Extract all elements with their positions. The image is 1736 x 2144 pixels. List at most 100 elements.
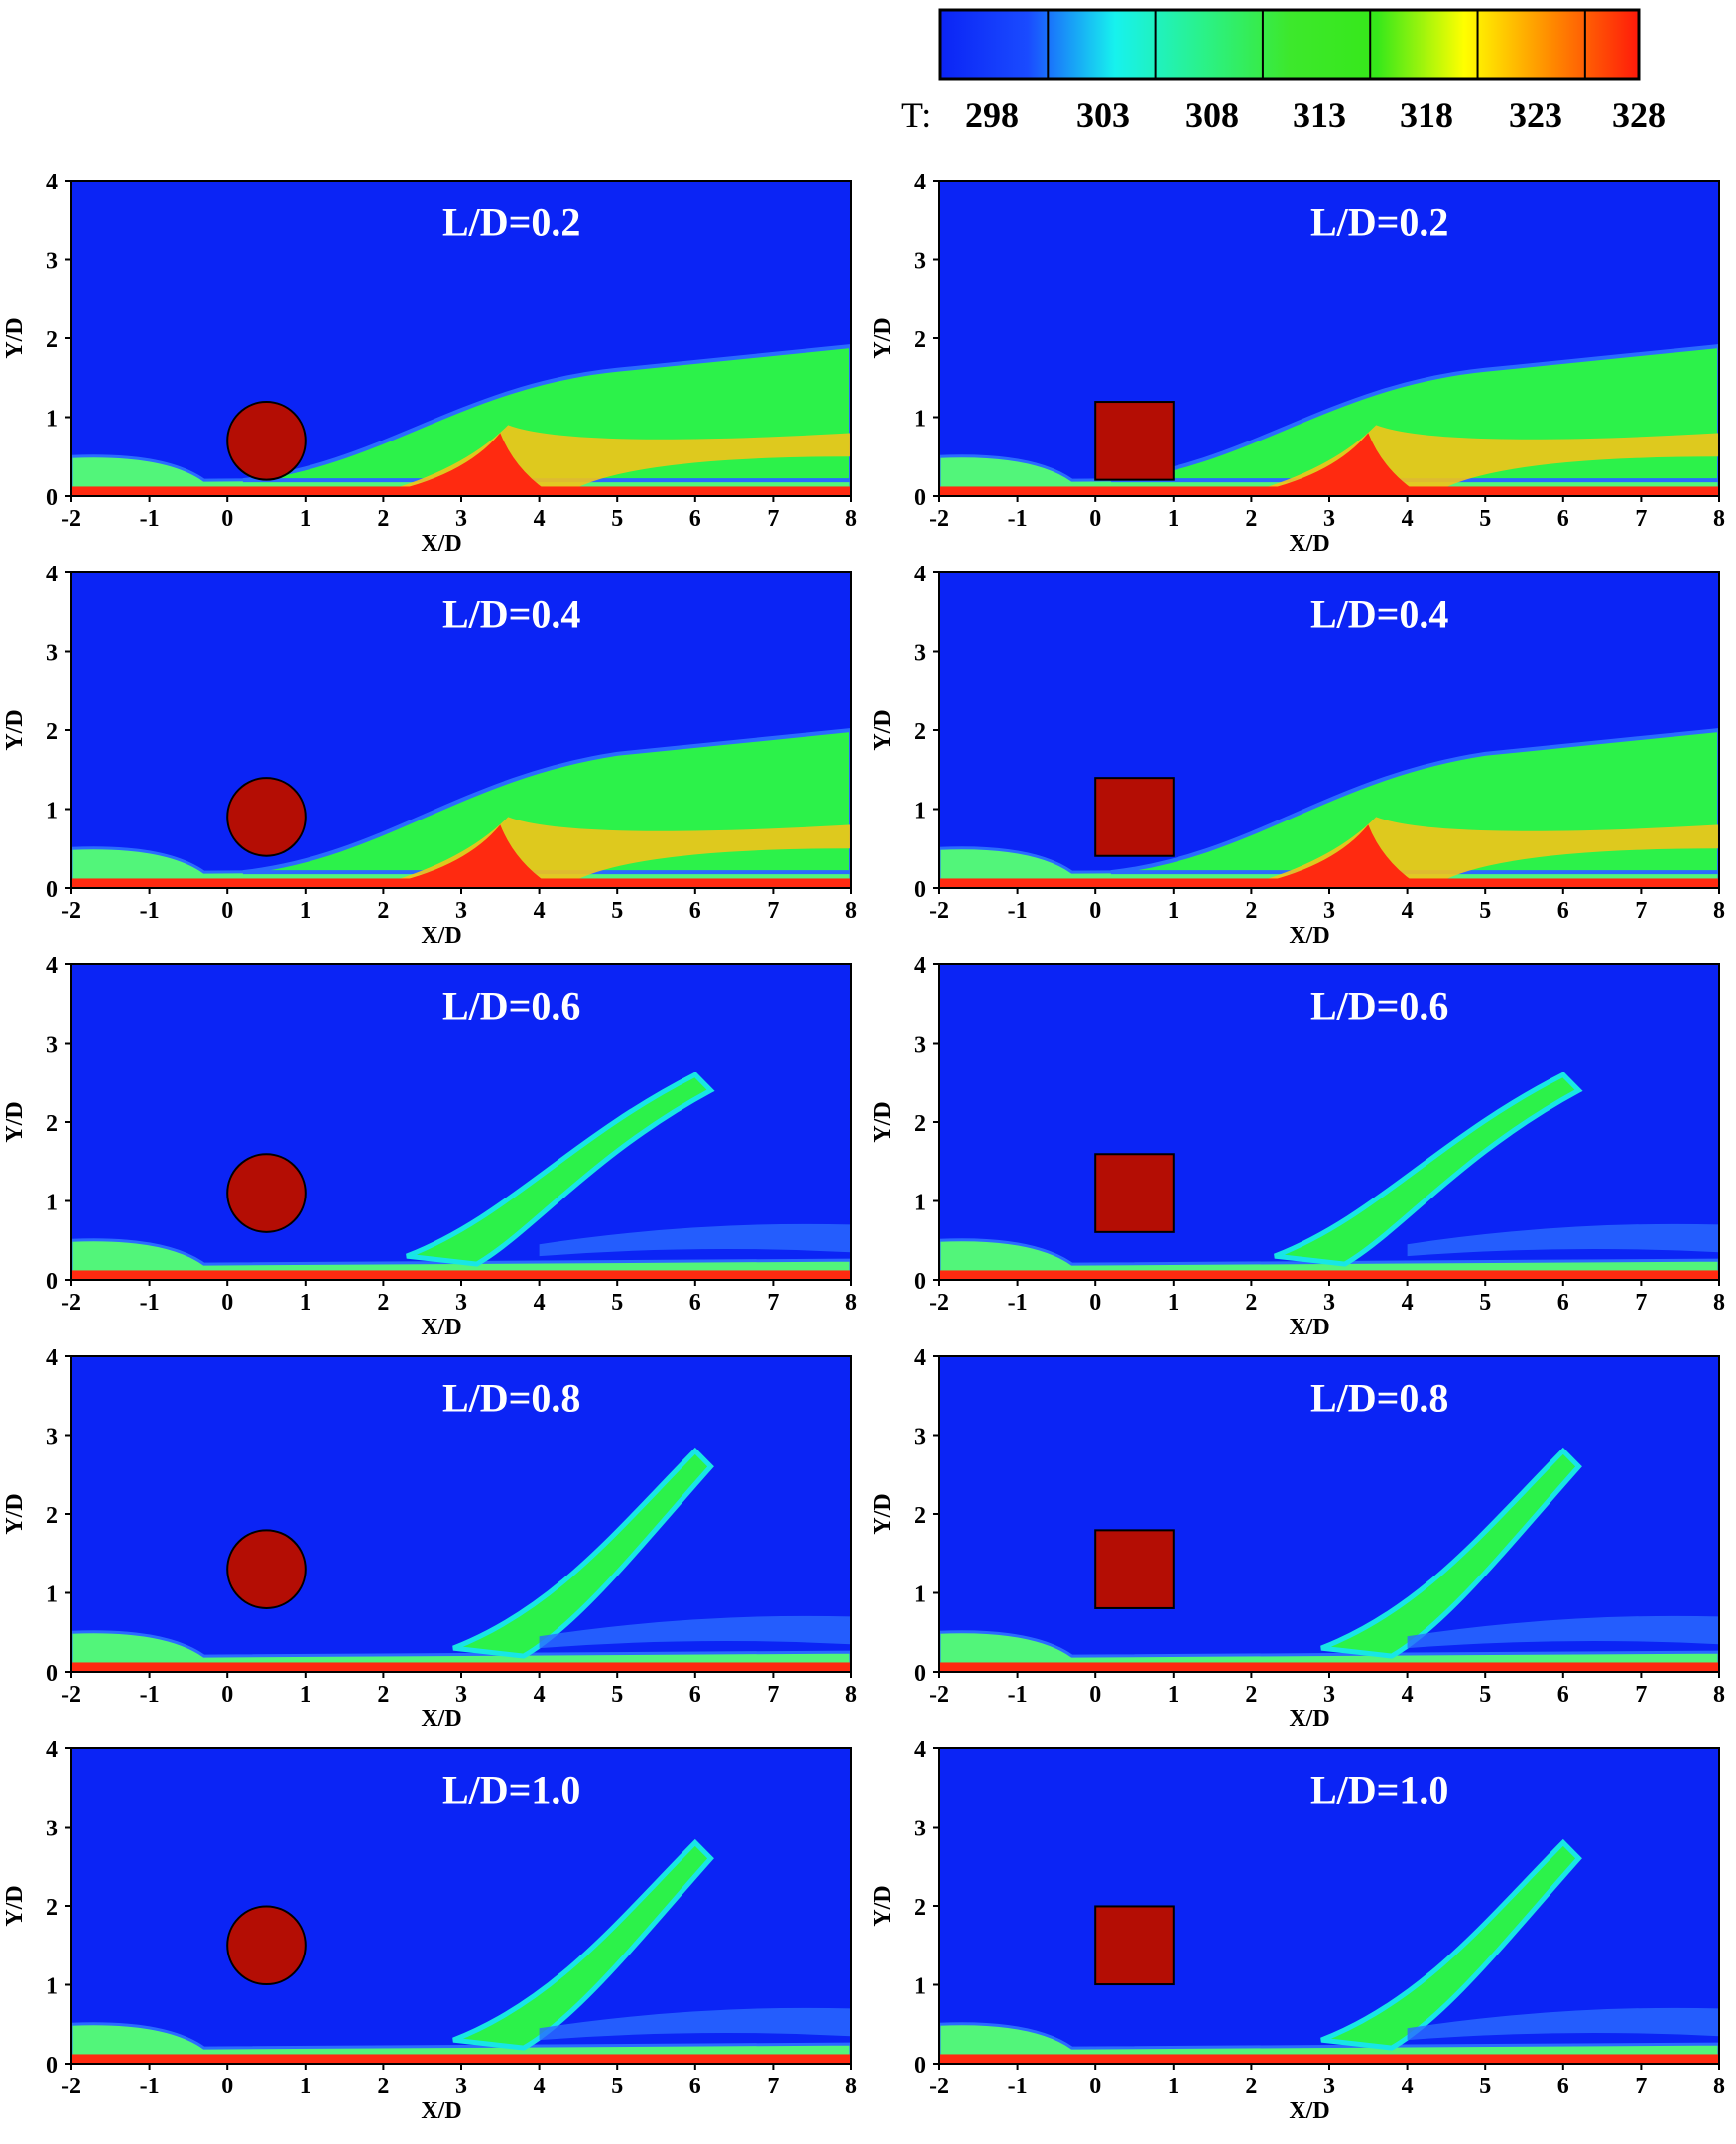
y-tick-label: 4 xyxy=(46,953,58,979)
thermal-boundary-layer xyxy=(939,1238,1719,1280)
x-tick-label: 1 xyxy=(1168,2074,1179,2099)
x-tick-label: -1 xyxy=(1008,2074,1028,2099)
contour-panel-square-ld-0.2: -2 -1 0 1 2 3 4 5 6 7 8 0 1 2 3 4 X/D Y/D L/D=0.2 xyxy=(868,169,1736,561)
colorbar-gradient xyxy=(938,8,1641,81)
x-tick-label: -2 xyxy=(930,2074,949,2099)
x-tick-label: 2 xyxy=(1245,506,1257,532)
y-tick-label: 3 xyxy=(46,1817,58,1842)
x-tick-label: 6 xyxy=(689,506,701,532)
colorbar-legend: T: 298 303 308 313 318 323 328 xyxy=(0,0,1736,159)
x-tick-label: 5 xyxy=(611,2074,623,2099)
contour-panel-square-ld-0.8: -2 -1 0 1 2 3 4 5 6 7 8 0 1 2 3 4 X/D Y/D L/D=0.8 xyxy=(868,1344,1736,1736)
x-axis-label: X/D xyxy=(421,1706,461,1732)
x-tick-label: 3 xyxy=(455,2074,467,2099)
cylinder-obstacle xyxy=(226,1905,307,1986)
x-tick-label: 6 xyxy=(1557,2074,1569,2099)
x-tick-label: 7 xyxy=(767,898,779,924)
x-tick-label: 0 xyxy=(221,1682,233,1707)
x-tick-label: 5 xyxy=(1479,1290,1491,1316)
thermal-boundary-layer xyxy=(71,454,851,496)
y-axis-label: Y/D xyxy=(870,709,896,750)
y-tick-label: 4 xyxy=(46,170,58,195)
y-tick-label: 3 xyxy=(914,1033,926,1059)
y-tick-label: 0 xyxy=(46,877,58,903)
x-tick-label: -2 xyxy=(930,1682,949,1707)
y-tick-label: 3 xyxy=(914,249,926,275)
y-tick-label: 3 xyxy=(46,641,58,667)
panel-title: L/D=1.0 xyxy=(442,1768,580,1813)
y-tick-label: 2 xyxy=(914,1503,926,1529)
rising-plume-arm xyxy=(1320,1447,1582,1659)
x-tick-label: 4 xyxy=(534,2074,546,2099)
x-tick-label: 4 xyxy=(534,1290,546,1316)
colorbar-tick-label: 298 xyxy=(965,95,1019,135)
y-tick-label: 4 xyxy=(914,1737,926,1763)
y-tick-label: 2 xyxy=(46,1895,58,1921)
x-tick-label: 6 xyxy=(1557,1290,1569,1316)
y-tick-label: 4 xyxy=(46,1345,58,1371)
x-tick-label: -2 xyxy=(930,1290,949,1316)
thermal-boundary-layer xyxy=(939,846,1719,888)
x-tick-label: 7 xyxy=(767,1682,779,1707)
x-tick-label: 6 xyxy=(689,2074,701,2099)
contour-panel-cylinder-ld-0.8: -2 -1 0 1 2 3 4 5 6 7 8 0 1 2 3 4 X/D Y/D L/D=0.8 xyxy=(0,1344,868,1736)
contour-panel-cylinder-ld-1.0: -2 -1 0 1 2 3 4 5 6 7 8 0 1 2 3 4 X/D Y/D L/D=1.0 xyxy=(0,1736,868,2128)
contour-panel-square-ld-0.4: -2 -1 0 1 2 3 4 5 6 7 8 0 1 2 3 4 X/D Y/D L/D=0.4 xyxy=(868,561,1736,952)
colorbar-tick-label: 318 xyxy=(1400,95,1453,135)
x-tick-label: 5 xyxy=(611,1290,623,1316)
x-tick-label: 7 xyxy=(1635,1682,1647,1707)
contour-field xyxy=(939,181,1719,496)
colorbar-tick-label: 323 xyxy=(1509,95,1562,135)
wake-band xyxy=(539,2007,851,2041)
y-tick-label: 3 xyxy=(46,1033,58,1059)
x-axis-label: X/D xyxy=(1289,531,1329,557)
x-tick-label: 8 xyxy=(845,1682,857,1707)
y-axis-label: Y/D xyxy=(870,317,896,358)
x-tick-label: 1 xyxy=(1168,898,1179,924)
x-tick-label: 4 xyxy=(534,1682,546,1707)
x-tick-label: 5 xyxy=(611,506,623,532)
y-tick-label: 2 xyxy=(914,719,926,745)
y-tick-label: 1 xyxy=(914,407,926,433)
panel-title: L/D=0.8 xyxy=(1310,1376,1448,1421)
panel-title: L/D=0.6 xyxy=(442,984,580,1029)
x-tick-label: 2 xyxy=(1245,898,1257,924)
thermal-boundary-layer xyxy=(71,2022,851,2064)
y-tick-label: 3 xyxy=(914,641,926,667)
square-obstacle xyxy=(1094,1529,1175,1609)
panel-title: L/D=1.0 xyxy=(1310,1768,1448,1813)
wake-band xyxy=(539,1223,851,1257)
y-tick-label: 3 xyxy=(914,1817,926,1842)
panel-title: L/D=0.4 xyxy=(1310,592,1448,637)
x-tick-label: 3 xyxy=(1323,1290,1335,1316)
heated-wall xyxy=(71,2054,851,2064)
x-axis-label: X/D xyxy=(1289,923,1329,948)
x-tick-label: -1 xyxy=(140,2074,160,2099)
x-axis-label: X/D xyxy=(421,1315,461,1340)
x-tick-label: 3 xyxy=(1323,506,1335,532)
x-tick-label: 6 xyxy=(689,1682,701,1707)
cylinder-obstacle xyxy=(226,1153,307,1233)
x-tick-label: 7 xyxy=(767,2074,779,2099)
x-tick-label: 0 xyxy=(1089,1682,1101,1707)
x-tick-label: -2 xyxy=(62,1290,81,1316)
y-tick-label: 4 xyxy=(914,1345,926,1371)
x-tick-label: 8 xyxy=(1713,898,1725,924)
x-tick-label: 1 xyxy=(1168,1290,1179,1316)
x-tick-label: -2 xyxy=(930,898,949,924)
y-tick-label: 2 xyxy=(46,719,58,745)
x-tick-label: 8 xyxy=(1713,1290,1725,1316)
x-tick-label: 2 xyxy=(377,1682,389,1707)
x-tick-label: 0 xyxy=(1089,1290,1101,1316)
rising-plume-arm xyxy=(452,1838,714,2051)
x-tick-label: 5 xyxy=(1479,898,1491,924)
y-tick-label: 4 xyxy=(914,170,926,195)
x-axis-label: X/D xyxy=(421,2098,461,2124)
x-tick-label: 4 xyxy=(1402,506,1414,532)
x-tick-label: 8 xyxy=(1713,506,1725,532)
x-tick-label: 3 xyxy=(455,898,467,924)
x-tick-label: 7 xyxy=(767,506,779,532)
x-tick-label: -1 xyxy=(140,898,160,924)
heated-wall xyxy=(71,1662,851,1672)
y-tick-label: 1 xyxy=(46,1974,58,2000)
